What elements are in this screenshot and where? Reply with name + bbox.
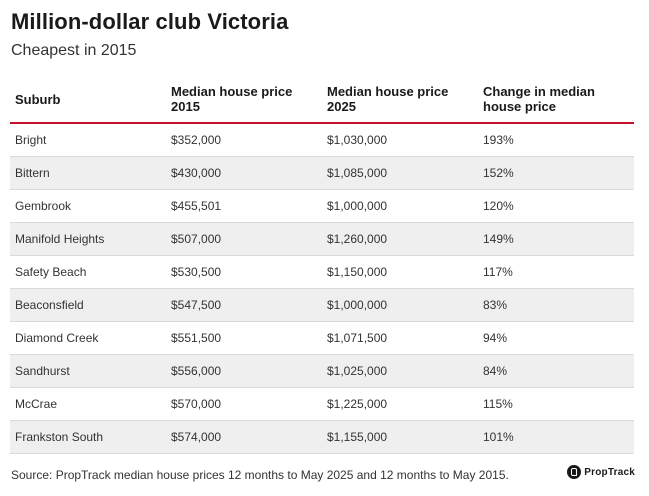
cell-suburb: Beaconsfield [10,288,166,322]
table-row: Bittern $430,000 $1,085,000 152% [10,156,634,190]
cell-price-2025: $1,030,000 [322,123,478,157]
table-row: Sandhurst $556,000 $1,025,000 84% [10,354,634,388]
cell-suburb: Manifold Heights [10,222,166,256]
proptrack-logo-icon [567,465,582,479]
table-row: Manifold Heights $507,000 $1,260,000 149… [10,222,634,256]
header-price-2015: Median house price 2015 [166,76,322,124]
table-row: Diamond Creek $551,500 $1,071,500 94% [10,321,634,355]
page-subtitle: Cheapest in 2015 [11,42,137,59]
brand-logo: PropTrack [567,465,635,479]
cell-suburb: Safety Beach [10,255,166,289]
cell-suburb: Diamond Creek [10,321,166,355]
cell-price-2025: $1,000,000 [322,189,478,223]
cell-price-2015: $551,500 [166,321,322,355]
cell-price-2015: $530,500 [166,255,322,289]
cell-price-2025: $1,260,000 [322,222,478,256]
cell-price-2025: $1,000,000 [322,288,478,322]
table-row: Safety Beach $530,500 $1,150,000 117% [10,255,634,289]
cell-price-2015: $574,000 [166,420,322,454]
cell-suburb: McCrae [10,387,166,421]
source-note: Source: PropTrack median house prices 12… [11,468,509,482]
cell-suburb: Frankston South [10,420,166,454]
cell-suburb: Sandhurst [10,354,166,388]
header-price-2025: Median house price 2025 [322,76,478,124]
cell-price-2015: $507,000 [166,222,322,256]
brand-name: PropTrack [584,466,635,478]
cell-price-2015: $547,500 [166,288,322,322]
cell-change: 193% [478,123,634,157]
cell-change: 152% [478,156,634,190]
cell-change: 149% [478,222,634,256]
cell-price-2015: $352,000 [166,123,322,157]
cell-change: 83% [478,288,634,322]
price-table: Suburb Median house price 2015 Median ho… [10,76,634,454]
cell-suburb: Bittern [10,156,166,190]
header-change: Change in median house price [478,76,634,124]
cell-price-2015: $455,501 [166,189,322,223]
cell-price-2025: $1,155,000 [322,420,478,454]
cell-change: 115% [478,387,634,421]
cell-price-2015: $556,000 [166,354,322,388]
cell-price-2025: $1,025,000 [322,354,478,388]
cell-price-2015: $430,000 [166,156,322,190]
cell-suburb: Bright [10,123,166,157]
cell-change: 117% [478,255,634,289]
cell-price-2025: $1,150,000 [322,255,478,289]
cell-suburb: Gembrook [10,189,166,223]
table-row: Frankston South $574,000 $1,155,000 101% [10,420,634,454]
table-header-row: Suburb Median house price 2015 Median ho… [10,76,634,124]
cell-price-2015: $570,000 [166,387,322,421]
cell-price-2025: $1,071,500 [322,321,478,355]
cell-change: 101% [478,420,634,454]
page-title: Million-dollar club Victoria [11,9,289,34]
cell-change: 94% [478,321,634,355]
cell-change: 84% [478,354,634,388]
cell-price-2025: $1,225,000 [322,387,478,421]
table-row: Beaconsfield $547,500 $1,000,000 83% [10,288,634,322]
cell-change: 120% [478,189,634,223]
header-suburb: Suburb [10,76,166,124]
cell-price-2025: $1,085,000 [322,156,478,190]
table-row: McCrae $570,000 $1,225,000 115% [10,387,634,421]
table-row: Gembrook $455,501 $1,000,000 120% [10,189,634,223]
table-row: Bright $352,000 $1,030,000 193% [10,123,634,157]
